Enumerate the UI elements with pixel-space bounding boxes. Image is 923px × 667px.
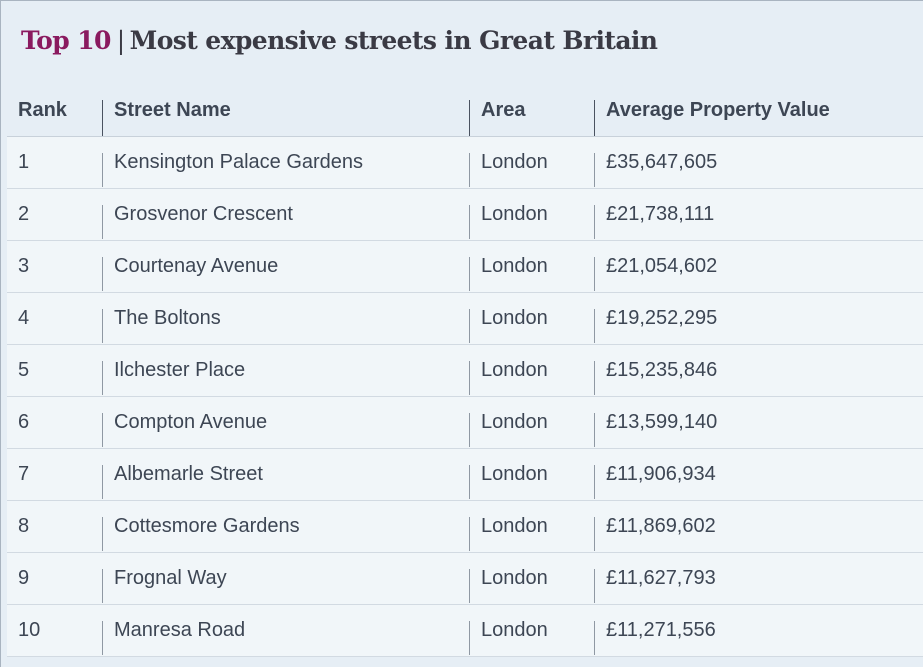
column-divider <box>469 413 470 447</box>
rank-cell: 2 <box>18 203 30 225</box>
header-area: Area <box>481 99 526 121</box>
table-header-row: Rank Street Name Area Average Property V… <box>7 85 923 137</box>
column-divider <box>594 621 595 655</box>
column-divider <box>102 100 103 136</box>
street-name-cell: Ilchester Place <box>114 359 246 381</box>
rank-cell: 8 <box>18 515 30 537</box>
street-name-cell: Manresa Road <box>114 619 246 641</box>
column-divider <box>102 517 103 551</box>
column-divider <box>102 361 103 395</box>
rank-cell: 1 <box>18 151 30 173</box>
rank-cell: 3 <box>18 255 30 277</box>
area-cell: London <box>481 515 548 537</box>
street-name-cell: Frognal Way <box>114 567 227 589</box>
column-divider <box>102 309 103 343</box>
street-name-cell: Kensington Palace Gardens <box>114 151 364 173</box>
average-property-value-cell: £11,869,602 <box>606 515 716 537</box>
column-divider <box>469 361 470 395</box>
average-property-value-cell: £11,271,556 <box>606 619 716 641</box>
average-property-value-cell: £21,054,602 <box>606 255 718 277</box>
area-cell: London <box>481 359 548 381</box>
area-cell: London <box>481 307 548 329</box>
column-divider <box>594 153 595 187</box>
area-cell: London <box>481 151 548 173</box>
table-row: 6 Compton Avenue London £13,599,140 <box>7 397 923 449</box>
average-property-value-cell: £11,627,793 <box>606 567 716 589</box>
page-title: Top 10 | Most expensive streets in Great B… <box>21 26 658 55</box>
column-divider <box>102 465 103 499</box>
rank-cell: 6 <box>18 411 30 433</box>
title-separator: | <box>116 26 125 55</box>
area-cell: London <box>481 255 548 277</box>
table-row: 10 Manresa Road London £11,271,556 <box>7 605 923 657</box>
table-body: 1 Kensington Palace Gardens London £35,647,… <box>7 137 923 657</box>
average-property-value-cell: £19,252,295 <box>606 307 718 329</box>
column-divider <box>102 153 103 187</box>
column-divider <box>469 569 470 603</box>
street-name-cell: Albemarle Street <box>114 463 263 485</box>
table-row: 3 Courtenay Avenue London £21,054,602 <box>7 241 923 293</box>
header-street-name: Street Name <box>114 99 231 121</box>
column-divider <box>102 569 103 603</box>
column-divider <box>594 205 595 239</box>
column-divider <box>594 100 595 136</box>
column-divider <box>594 465 595 499</box>
area-cell: London <box>481 411 548 433</box>
average-property-value-cell: £15,235,846 <box>606 359 718 381</box>
ranking-table: Rank Street Name Area Average Property V… <box>7 85 923 657</box>
rank-cell: 9 <box>18 567 30 589</box>
column-divider <box>102 413 103 447</box>
table-row: 5 Ilchester Place London £15,235,846 <box>7 345 923 397</box>
rank-cell: 5 <box>18 359 30 381</box>
table-row: 9 Frognal Way London £11,627,793 <box>7 553 923 605</box>
street-name-cell: Compton Avenue <box>114 411 268 433</box>
street-name-cell: The Boltons <box>114 307 221 329</box>
header-average-property-value: Average Property Value <box>606 99 830 121</box>
table-row: 4 The Boltons London £19,252,295 <box>7 293 923 345</box>
column-divider <box>102 205 103 239</box>
area-cell: London <box>481 567 548 589</box>
column-divider <box>594 517 595 551</box>
column-divider <box>469 205 470 239</box>
rank-cell: 7 <box>18 463 30 485</box>
average-property-value-cell: £21,738,111 <box>606 203 715 225</box>
column-divider <box>469 100 470 136</box>
title-accent: Top 10 <box>21 26 111 55</box>
column-divider <box>469 309 470 343</box>
title-main: Most expensive streets in Great Britain <box>129 26 658 55</box>
table-row: 1 Kensington Palace Gardens London £35,647,… <box>7 137 923 189</box>
average-property-value-cell: £11,906,934 <box>606 463 716 485</box>
column-divider <box>594 257 595 291</box>
column-divider <box>594 569 595 603</box>
street-name-cell: Cottesmore Gardens <box>114 515 300 537</box>
header-rank: Rank <box>18 99 67 121</box>
column-divider <box>469 257 470 291</box>
street-name-cell: Courtenay Avenue <box>114 255 279 277</box>
area-cell: London <box>481 619 548 641</box>
rank-cell: 4 <box>18 307 30 329</box>
column-divider <box>102 621 103 655</box>
table-row: 8 Cottesmore Gardens London £11,869,602 <box>7 501 923 553</box>
column-divider <box>594 361 595 395</box>
column-divider <box>594 309 595 343</box>
area-cell: London <box>481 463 548 485</box>
column-divider <box>594 413 595 447</box>
column-divider <box>469 465 470 499</box>
column-divider <box>469 153 470 187</box>
column-divider <box>469 517 470 551</box>
average-property-value-cell: £35,647,605 <box>606 151 718 173</box>
column-divider <box>102 257 103 291</box>
rank-cell: 10 <box>18 619 41 641</box>
column-divider <box>469 621 470 655</box>
table-row: 2 Grosvenor Crescent London £21,738,111 <box>7 189 923 241</box>
street-name-cell: Grosvenor Crescent <box>114 203 293 225</box>
average-property-value-cell: £13,599,140 <box>606 411 718 433</box>
area-cell: London <box>481 203 548 225</box>
table-row: 7 Albemarle Street London £11,906,934 <box>7 449 923 501</box>
